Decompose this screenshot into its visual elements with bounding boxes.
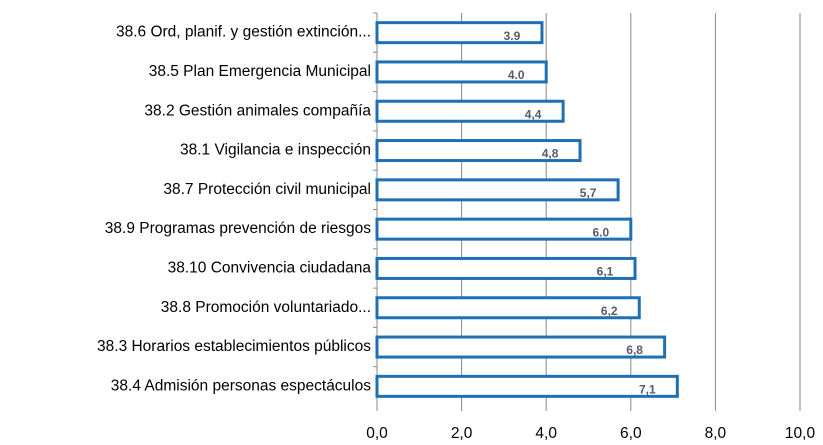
bar xyxy=(375,21,544,45)
value-label: 3.9 xyxy=(504,29,521,43)
x-tick-label: 6,0 xyxy=(620,425,642,442)
value-label: 4,8 xyxy=(542,147,559,161)
y-tick-label: 38.1 Vigilancia e inspección xyxy=(180,142,371,159)
value-label: 6,1 xyxy=(597,265,614,279)
value-label: 6.0 xyxy=(592,225,609,239)
value-label: 5,7 xyxy=(580,186,597,200)
y-tick-label: 38.8 Promoción voluntariado... xyxy=(161,299,371,316)
bar xyxy=(375,178,620,202)
y-tick-label: 38.2 Gestión animales compañía xyxy=(144,102,371,119)
value-label: 6,8 xyxy=(626,343,643,357)
y-tick-label: 38.9 Programas prevención de riesgos xyxy=(105,220,371,237)
x-tick-label: 4,0 xyxy=(535,425,557,442)
value-label: 6,2 xyxy=(601,304,618,318)
value-label: 4.0 xyxy=(508,68,525,82)
x-tick-label: 0,0 xyxy=(366,425,388,442)
x-tick-label: 10,0 xyxy=(785,425,816,442)
y-tick-label: 38.3 Horarios establecimientos públicos xyxy=(97,338,371,355)
y-tick-label: 38.10 Convivencia ciudadana xyxy=(168,260,372,277)
bar xyxy=(375,60,548,84)
bar xyxy=(375,99,565,123)
value-label: 4,4 xyxy=(525,107,542,121)
y-tick-label: 38.7 Protección civil municipal xyxy=(163,181,371,198)
bar xyxy=(375,139,582,163)
bar xyxy=(375,296,641,320)
bar xyxy=(375,335,667,359)
y-tick-label: 38.6 Ord, planif. y gestión extinción... xyxy=(116,24,371,41)
x-tick-label: 2,0 xyxy=(451,425,473,442)
value-label: 7,1 xyxy=(639,383,656,397)
bar xyxy=(375,256,637,280)
bar xyxy=(375,374,679,398)
x-tick-label: 8,0 xyxy=(705,425,727,442)
y-tick-label: 38.4 Admisión personas espectáculos xyxy=(111,377,371,394)
bar xyxy=(375,217,633,241)
y-tick-label: 38.5 Plan Emergencia Municipal xyxy=(149,63,371,80)
